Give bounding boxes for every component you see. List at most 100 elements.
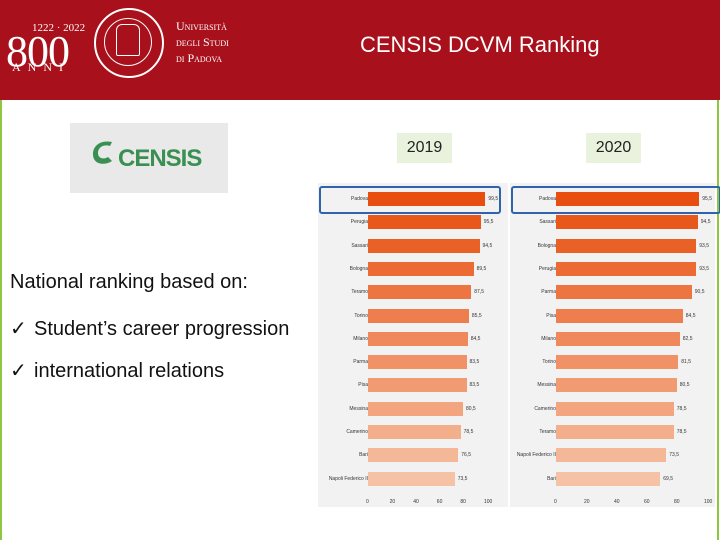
ranking-bar: [368, 331, 468, 346]
x-tick-label: 20: [584, 498, 590, 505]
value-label: 80,5: [679, 382, 690, 389]
ranking-bar: [556, 192, 700, 206]
university-seal-icon: [94, 8, 164, 78]
censis-logo: CENSIS: [70, 123, 228, 193]
lead-text: National ranking based on:: [10, 271, 248, 293]
ranking-bar: [368, 355, 467, 370]
x-tick-label: 80: [460, 498, 466, 505]
ranking-bar: [556, 308, 683, 323]
ranking-bar: [556, 215, 698, 230]
value-label: 76,5: [461, 452, 471, 459]
header-bar: 1222 · 2022 800 ANNI Università degli St…: [0, 0, 720, 100]
ranking-bar: [368, 238, 480, 253]
x-tick-label: 60: [644, 498, 650, 505]
category-label: Parma: [353, 359, 368, 366]
category-label: Parma: [541, 289, 556, 296]
logo-anni: ANNI: [12, 60, 70, 74]
x-tick-label: 0: [554, 498, 557, 505]
value-label: 93,5: [699, 265, 709, 272]
ranking-bar: [368, 308, 469, 323]
category-label: Bologna: [349, 265, 368, 272]
value-label: 85,5: [471, 312, 482, 319]
frame-left-border: [0, 100, 2, 540]
value-label: 78,5: [676, 405, 687, 412]
ranking-bar: [368, 261, 474, 276]
slide-title: CENSIS DCVM Ranking: [360, 32, 600, 57]
ranking-bar: [368, 192, 486, 206]
category-label: Torino: [354, 312, 368, 319]
value-label: 82,5: [682, 335, 693, 342]
category-label: Napoli Federico II: [516, 452, 556, 459]
value-label: 80,5: [465, 405, 476, 412]
ranking-bar: [556, 355, 679, 370]
value-label: 83,5: [469, 359, 480, 366]
ranking-bar: [556, 378, 677, 393]
ranking-bar: [556, 425, 674, 439]
category-label: Pisa: [546, 312, 556, 319]
university-name-line2: degli Studi: [176, 35, 229, 49]
university-name-line3: di Padova: [176, 51, 222, 65]
category-label: Milano: [541, 335, 556, 342]
value-label: 83,5: [469, 382, 480, 389]
category-label: Messina: [349, 405, 368, 412]
logo-number: 800: [6, 27, 70, 76]
bullet-item: ✓ Student’s career progression: [10, 316, 289, 341]
ranking-bar: [556, 261, 697, 276]
university-name: Università degli Studi di Padova: [176, 18, 229, 66]
highlight-box: [319, 186, 501, 214]
x-tick-label: 80: [674, 498, 680, 505]
value-label: 73,5: [457, 475, 468, 482]
x-tick-label: 60: [436, 498, 443, 505]
category-label: Napoli Federico II: [328, 475, 368, 482]
year-label-2019: 2019: [397, 133, 452, 163]
censis-logo-text: CENSIS: [118, 145, 202, 172]
ranking-bar: [556, 448, 667, 463]
logo-years: 1222 · 2022: [32, 22, 86, 34]
year-label-2020: 2020: [586, 133, 641, 163]
ranking-bar: [368, 425, 461, 439]
value-label: 94,5: [700, 219, 711, 226]
value-label: 95,5: [483, 219, 494, 226]
university-name-line1: Università: [176, 19, 227, 33]
x-tick-label: 40: [413, 498, 419, 505]
x-tick-label: 20: [389, 498, 396, 505]
frame-right-border: [717, 100, 719, 540]
category-label: Teramo: [539, 429, 556, 435]
bullet-text: Student’s career progression: [34, 318, 290, 340]
value-label: 84,5: [470, 335, 481, 342]
category-label: Bari: [547, 475, 556, 482]
category-label: Perugia: [538, 265, 556, 272]
category-label: Teramo: [351, 289, 368, 296]
value-label: 81,5: [681, 359, 691, 366]
value-label: 93,5: [699, 242, 709, 249]
value-label: 69,5: [663, 475, 673, 482]
ranking-chart-2019: Padova 99,5 Perugia 95,5 Sassari 94,5 Bologna 8…: [318, 183, 508, 507]
x-tick-label: 100: [704, 498, 713, 505]
ranking-bar: [368, 448, 459, 463]
category-label: Camerino: [534, 405, 556, 412]
category-label: Padova: [539, 196, 556, 202]
ranking-bar: [368, 378, 467, 393]
x-tick-label: 40: [614, 498, 620, 505]
ranking-bar: [368, 215, 481, 230]
ranking-bar: [556, 471, 661, 486]
ranking-bar: [368, 471, 455, 486]
category-label: Perugia: [350, 219, 368, 226]
highlight-box: [511, 186, 720, 214]
ranking-bar: [368, 285, 472, 300]
ranking-bar: [556, 285, 692, 300]
category-label: Bari: [359, 452, 368, 459]
value-label: 90,5: [694, 289, 705, 296]
x-tick-label: 0: [366, 498, 369, 505]
bullet-item: ✓ international relations: [10, 358, 224, 383]
check-icon: ✓: [10, 360, 27, 382]
value-label: 99,5: [488, 196, 499, 202]
category-label: Sassari: [539, 219, 556, 226]
category-label: Messina: [537, 382, 556, 389]
value-label: 94,5: [482, 242, 493, 249]
ranking-bar: [556, 238, 697, 253]
category-label: Camerino: [346, 429, 368, 435]
x-tick-label: 100: [484, 498, 493, 505]
ranking-chart-2020: Padova 95,5 Sassari 94,5 Bologna 93,5 Perugia 9…: [510, 183, 720, 507]
value-label: 95,5: [702, 196, 712, 202]
